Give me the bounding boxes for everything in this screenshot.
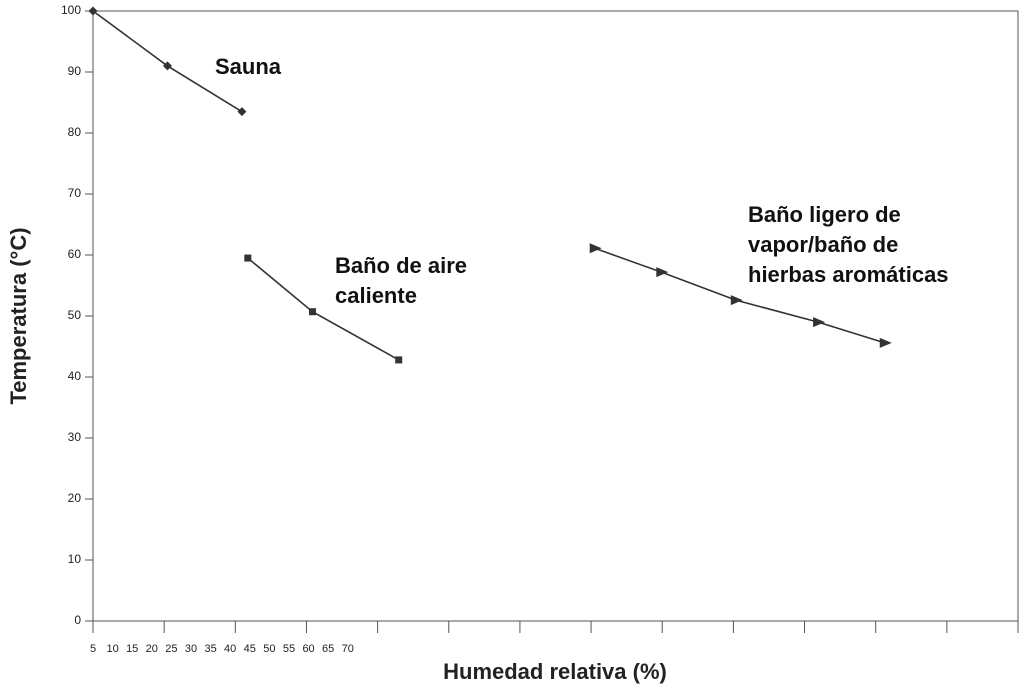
x-tick-label: 25 bbox=[165, 643, 177, 655]
y-tick-label: 40 bbox=[68, 369, 82, 383]
marker bbox=[237, 107, 247, 117]
marker bbox=[88, 6, 98, 16]
x-tick-label: 65 bbox=[322, 643, 334, 655]
x-tick-label: 30 bbox=[185, 643, 197, 655]
y-tick-label: 60 bbox=[68, 247, 82, 261]
marker bbox=[656, 267, 669, 278]
marker bbox=[879, 337, 892, 348]
marker bbox=[395, 356, 403, 364]
plot-frame bbox=[92, 10, 1019, 622]
marker bbox=[162, 61, 172, 71]
x-tick-label: 10 bbox=[106, 643, 118, 655]
x-axis-title: Humedad relativa (%) bbox=[443, 659, 667, 684]
y-tick-label: 80 bbox=[68, 125, 82, 139]
x-tick-label: 5 bbox=[90, 643, 96, 655]
x-tick-label: 15 bbox=[126, 643, 138, 655]
x-tick-label: 35 bbox=[204, 643, 216, 655]
x-tick-label: 20 bbox=[146, 643, 158, 655]
y-tick-label: 30 bbox=[68, 430, 82, 444]
y-tick-label: 90 bbox=[68, 64, 82, 78]
y-axis-title: Temperatura (°C) bbox=[6, 227, 31, 404]
marker bbox=[244, 254, 252, 262]
x-tick-label: 70 bbox=[342, 643, 354, 655]
x-tick-label: 60 bbox=[302, 643, 314, 655]
series-label: Sauna bbox=[215, 54, 282, 79]
y-tick-label: 100 bbox=[61, 3, 81, 17]
marker bbox=[813, 317, 826, 328]
y-tick-label: 10 bbox=[68, 552, 82, 566]
series-label: Baño de aire caliente bbox=[335, 253, 468, 308]
marker bbox=[730, 295, 743, 306]
series-label: Baño ligero de vapor/baño de hierbas aro… bbox=[748, 202, 949, 287]
x-tick-label: 45 bbox=[244, 643, 256, 655]
y-tick-label: 70 bbox=[68, 186, 82, 200]
x-tick-label: 55 bbox=[283, 643, 295, 655]
y-tick-label: 20 bbox=[68, 491, 82, 505]
y-tick-label: 0 bbox=[74, 613, 81, 627]
marker bbox=[589, 243, 602, 254]
x-tick-label: 50 bbox=[263, 643, 275, 655]
marker bbox=[308, 308, 316, 316]
y-tick-label: 50 bbox=[68, 308, 82, 322]
x-tick-label: 40 bbox=[224, 643, 236, 655]
